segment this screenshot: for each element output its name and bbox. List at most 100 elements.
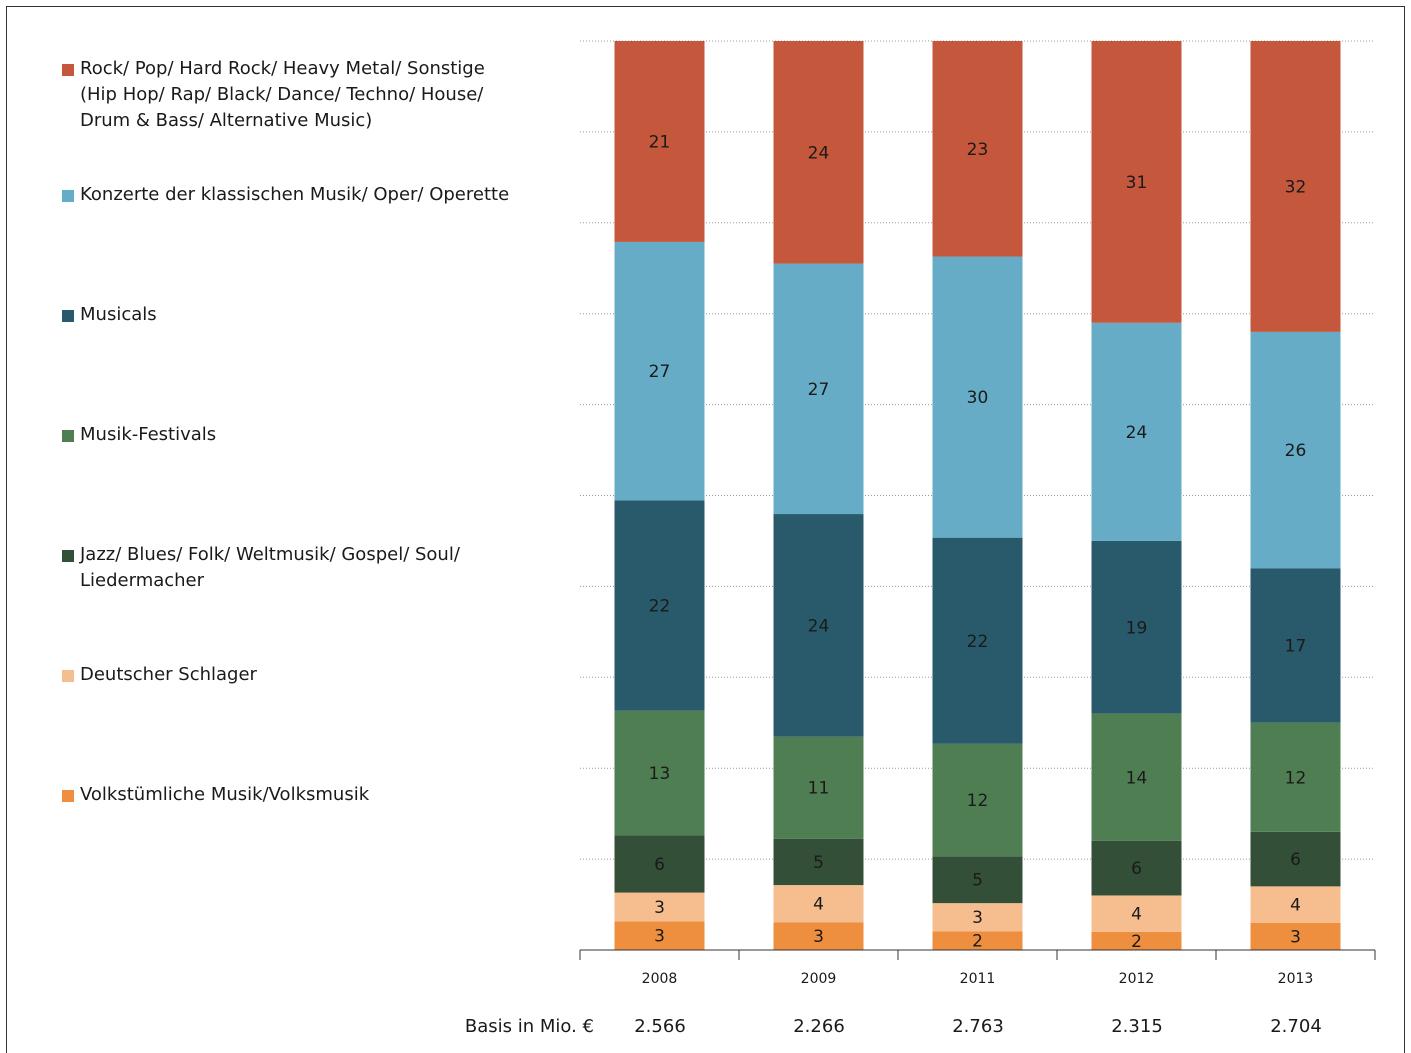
bar-segment-2008-2	[614, 835, 705, 893]
bar-segment-2012-3	[1091, 713, 1182, 841]
legend-label: Konzerte der klassischen Musik/ Oper/ Op…	[80, 184, 510, 205]
bar-segment-2011-1	[932, 903, 1023, 932]
legend-swatch	[62, 790, 74, 802]
bar-segment-2011-3	[932, 743, 1023, 857]
bar-segment-2011-6	[932, 41, 1023, 257]
bar-segment-2009-3	[773, 736, 864, 839]
bar-value-label: 5	[813, 853, 824, 873]
bar-value-label: 14	[1126, 768, 1148, 788]
bar-segment-2013-6	[1250, 41, 1341, 332]
legend-item: Deutscher Schlager	[62, 662, 562, 688]
bar-segment-2011-4	[932, 537, 1023, 744]
legend-label: Rock/ Pop/ Hard Rock/ Heavy Metal/ Sonst…	[80, 58, 485, 131]
legend-label: Deutscher Schlager	[80, 664, 257, 685]
basis-value-2011: 2.763	[952, 1016, 1004, 1037]
bar-value-label: 6	[654, 855, 665, 875]
legend-swatch	[62, 190, 74, 202]
bar-value-label: 6	[1131, 859, 1142, 879]
legend-item: Rock/ Pop/ Hard Rock/ Heavy Metal/ Sonst…	[62, 56, 562, 134]
chart-frame	[6, 6, 1405, 1053]
bar-value-label: 23	[967, 140, 989, 160]
bar-segment-2008-6	[614, 41, 705, 242]
bar-segment-2013-5	[1250, 331, 1341, 569]
basis-value-2009: 2.266	[793, 1016, 845, 1037]
legend-swatch	[62, 550, 74, 562]
bar-value-label: 27	[649, 362, 671, 382]
bar-segment-2008-0	[614, 921, 705, 950]
bar-value-label: 5	[972, 871, 983, 891]
bar-value-label: 3	[813, 927, 824, 947]
legend-swatch	[62, 430, 74, 442]
bar-segment-2013-4	[1250, 568, 1341, 723]
bar-value-label: 22	[967, 632, 989, 652]
bar-segment-2008-3	[614, 710, 705, 836]
bar-value-label: 21	[649, 132, 671, 152]
bar-value-label: 32	[1285, 177, 1307, 197]
bar-segment-2011-5	[932, 256, 1023, 538]
bar-value-label: 22	[649, 597, 671, 617]
bar-segment-2009-5	[773, 263, 864, 515]
bar-segment-2013-3	[1250, 722, 1341, 832]
bar-segment-2008-4	[614, 500, 705, 711]
bar-segment-2013-0	[1250, 922, 1341, 950]
bar-segment-2011-0	[932, 931, 1023, 950]
bar-value-label: 3	[654, 927, 665, 947]
x-tick-label: 2012	[1119, 971, 1155, 987]
bar-segment-2009-6	[773, 41, 864, 264]
bar-value-label: 4	[813, 895, 824, 915]
bar-segment-2012-5	[1091, 322, 1182, 541]
legend-item: Jazz/ Blues/ Folk/ Weltmusik/ Gospel/ So…	[62, 542, 562, 594]
x-tick-label: 2011	[960, 971, 996, 987]
bar-segment-2013-1	[1250, 886, 1341, 923]
basis-label: Basis in Mio. €	[464, 1016, 594, 1037]
bar-value-label: 2	[1131, 932, 1142, 952]
legend-item: Konzerte der klassischen Musik/ Oper/ Op…	[62, 182, 562, 208]
bar-value-label: 3	[972, 908, 983, 928]
basis-value-2012: 2.315	[1111, 1016, 1163, 1037]
bar-segment-2012-0	[1091, 931, 1182, 950]
legend-item: Volkstümliche Musik/Volksmusik	[62, 782, 562, 808]
legend-item: Musik-Festivals	[62, 422, 562, 448]
bar-value-label: 4	[1290, 896, 1301, 916]
bar-value-label: 13	[649, 764, 671, 784]
bar-segment-2009-4	[773, 514, 864, 737]
bar-value-label: 30	[967, 388, 989, 408]
bar-segment-2012-4	[1091, 540, 1182, 714]
bar-value-label: 3	[1290, 927, 1301, 947]
basis-value-2013: 2.704	[1270, 1016, 1322, 1037]
bar-value-label: 26	[1285, 441, 1307, 461]
legend-label: Jazz/ Blues/ Folk/ Weltmusik/ Gospel/ So…	[80, 544, 460, 591]
legend-swatch	[62, 64, 74, 76]
legend-label: Musik-Festivals	[80, 424, 217, 445]
bar-value-label: 6	[1290, 850, 1301, 870]
legend-label: Musicals	[80, 304, 157, 325]
bar-segment-2012-1	[1091, 895, 1182, 932]
legend-label: Volkstümliche Musik/Volksmusik	[80, 784, 370, 805]
bar-segment-2009-1	[773, 885, 864, 923]
legend-swatch	[62, 310, 74, 322]
bar-value-label: 31	[1126, 173, 1148, 193]
bar-value-label: 17	[1285, 636, 1307, 656]
bar-value-label: 4	[1131, 905, 1142, 925]
bar-segment-2013-2	[1250, 831, 1341, 887]
basis-value-2008: 2.566	[634, 1016, 686, 1037]
bar-value-label: 24	[808, 143, 830, 163]
bar-segment-2011-2	[932, 856, 1023, 904]
bar-segment-2008-1	[614, 892, 705, 922]
bar-segment-2012-6	[1091, 41, 1182, 323]
bar-value-label: 24	[808, 616, 830, 636]
x-tick-label: 2009	[801, 971, 837, 987]
bar-value-label: 3	[654, 898, 665, 918]
bar-value-label: 19	[1126, 618, 1148, 638]
bar-value-label: 2	[972, 932, 983, 952]
x-tick-label: 2013	[1278, 971, 1314, 987]
basis-row: Basis in Mio. € 2.566 2.266 2.763 2.315 …	[0, 1016, 1411, 1046]
bar-value-label: 27	[808, 380, 830, 400]
bar-segment-2009-0	[773, 922, 864, 950]
bar-value-label: 12	[1285, 768, 1307, 788]
bar-value-label: 24	[1126, 423, 1148, 443]
bar-value-label: 12	[967, 791, 989, 811]
legend-item: Musicals	[62, 302, 562, 328]
bar-segment-2008-5	[614, 241, 705, 501]
